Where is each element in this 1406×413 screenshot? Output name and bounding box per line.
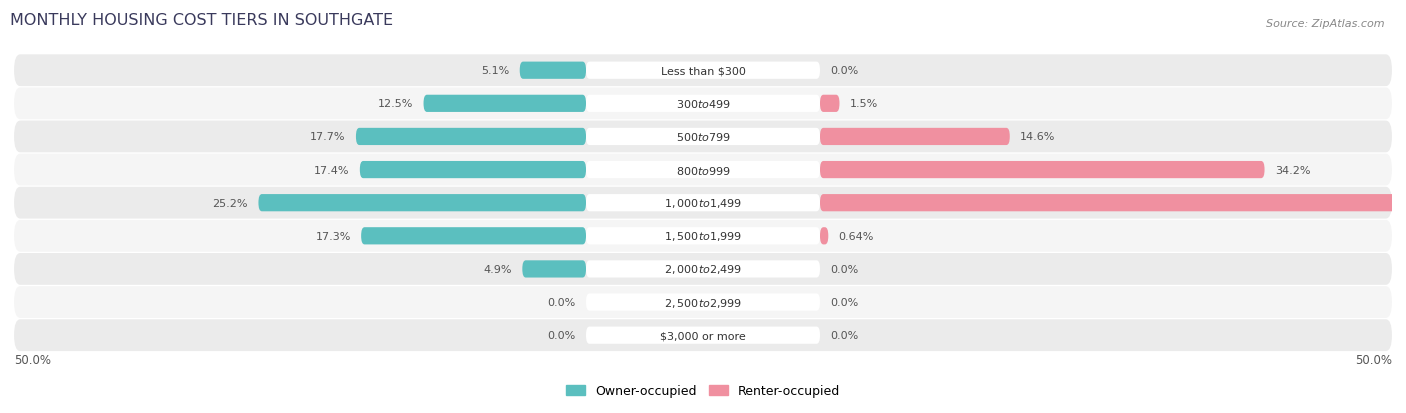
Legend: Owner-occupied, Renter-occupied: Owner-occupied, Renter-occupied bbox=[561, 380, 845, 402]
FancyBboxPatch shape bbox=[356, 128, 586, 146]
FancyBboxPatch shape bbox=[423, 95, 586, 113]
Text: 0.64%: 0.64% bbox=[839, 231, 875, 241]
FancyBboxPatch shape bbox=[586, 128, 820, 146]
FancyBboxPatch shape bbox=[14, 320, 1392, 351]
FancyBboxPatch shape bbox=[14, 221, 1392, 252]
Text: $1,500 to $1,999: $1,500 to $1,999 bbox=[664, 230, 742, 243]
Text: 17.3%: 17.3% bbox=[315, 231, 350, 241]
FancyBboxPatch shape bbox=[586, 261, 820, 278]
FancyBboxPatch shape bbox=[586, 95, 820, 113]
FancyBboxPatch shape bbox=[14, 88, 1392, 120]
Text: 50.0%: 50.0% bbox=[1355, 353, 1392, 366]
Text: 50.0%: 50.0% bbox=[14, 353, 51, 366]
Text: 14.6%: 14.6% bbox=[1021, 132, 1056, 142]
Text: 17.7%: 17.7% bbox=[311, 132, 346, 142]
Text: Less than $300: Less than $300 bbox=[661, 66, 745, 76]
Text: 12.5%: 12.5% bbox=[378, 99, 413, 109]
Text: 0.0%: 0.0% bbox=[547, 297, 575, 307]
FancyBboxPatch shape bbox=[14, 55, 1392, 87]
Text: $800 to $999: $800 to $999 bbox=[675, 164, 731, 176]
FancyBboxPatch shape bbox=[820, 195, 1406, 212]
Text: $500 to $799: $500 to $799 bbox=[675, 131, 731, 143]
FancyBboxPatch shape bbox=[820, 95, 839, 113]
FancyBboxPatch shape bbox=[820, 161, 1264, 179]
Text: 34.2%: 34.2% bbox=[1275, 165, 1310, 175]
FancyBboxPatch shape bbox=[361, 228, 586, 245]
FancyBboxPatch shape bbox=[14, 254, 1392, 285]
FancyBboxPatch shape bbox=[820, 228, 828, 245]
Text: 4.9%: 4.9% bbox=[484, 264, 512, 274]
Text: 0.0%: 0.0% bbox=[831, 330, 859, 340]
Text: $1,000 to $1,499: $1,000 to $1,499 bbox=[664, 197, 742, 210]
FancyBboxPatch shape bbox=[586, 228, 820, 245]
Text: 1.5%: 1.5% bbox=[849, 99, 879, 109]
Text: $2,500 to $2,999: $2,500 to $2,999 bbox=[664, 296, 742, 309]
Text: 0.0%: 0.0% bbox=[831, 297, 859, 307]
Text: 25.2%: 25.2% bbox=[212, 198, 247, 208]
FancyBboxPatch shape bbox=[14, 287, 1392, 318]
FancyBboxPatch shape bbox=[586, 195, 820, 212]
Text: 5.1%: 5.1% bbox=[481, 66, 509, 76]
Text: $2,000 to $2,499: $2,000 to $2,499 bbox=[664, 263, 742, 276]
FancyBboxPatch shape bbox=[586, 62, 820, 80]
FancyBboxPatch shape bbox=[586, 294, 820, 311]
Text: 0.0%: 0.0% bbox=[547, 330, 575, 340]
FancyBboxPatch shape bbox=[820, 128, 1010, 146]
Text: $3,000 or more: $3,000 or more bbox=[661, 330, 745, 340]
Text: $300 to $499: $300 to $499 bbox=[675, 98, 731, 110]
FancyBboxPatch shape bbox=[14, 154, 1392, 186]
Text: Source: ZipAtlas.com: Source: ZipAtlas.com bbox=[1267, 19, 1385, 28]
FancyBboxPatch shape bbox=[586, 161, 820, 179]
FancyBboxPatch shape bbox=[520, 62, 586, 80]
Text: 0.0%: 0.0% bbox=[831, 66, 859, 76]
FancyBboxPatch shape bbox=[522, 261, 586, 278]
FancyBboxPatch shape bbox=[14, 121, 1392, 153]
FancyBboxPatch shape bbox=[360, 161, 586, 179]
Text: 0.0%: 0.0% bbox=[831, 264, 859, 274]
Text: 17.4%: 17.4% bbox=[314, 165, 350, 175]
FancyBboxPatch shape bbox=[586, 327, 820, 344]
FancyBboxPatch shape bbox=[14, 188, 1392, 219]
Text: MONTHLY HOUSING COST TIERS IN SOUTHGATE: MONTHLY HOUSING COST TIERS IN SOUTHGATE bbox=[10, 13, 394, 28]
FancyBboxPatch shape bbox=[259, 195, 586, 212]
